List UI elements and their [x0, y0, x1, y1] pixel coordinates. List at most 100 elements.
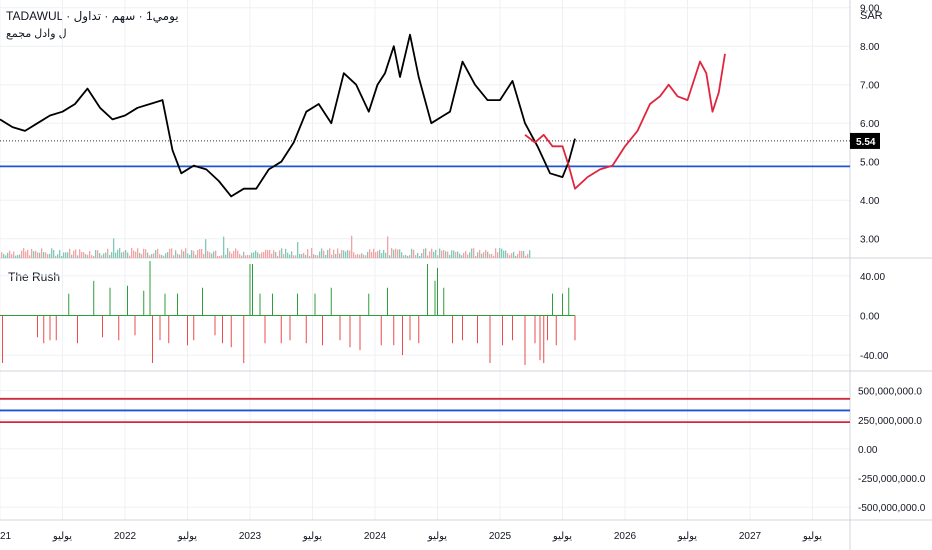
volume-bar — [81, 252, 83, 258]
volume-bar — [129, 255, 131, 258]
volume-bar — [139, 252, 141, 258]
volume-bar — [97, 250, 99, 258]
volume-bar — [87, 254, 89, 258]
volume-bar — [57, 254, 59, 258]
volume-bar — [329, 248, 331, 258]
volume-bar — [287, 252, 289, 258]
volume-bar — [237, 250, 239, 258]
time-axis-tick-label: 2027 — [739, 531, 762, 542]
volume-bar — [141, 254, 143, 258]
flow-pane[interactable] — [0, 397, 850, 424]
volume-bar — [227, 248, 229, 258]
volume-bar — [181, 249, 183, 258]
rush-pane[interactable] — [0, 260, 576, 366]
volume-bar — [279, 250, 281, 258]
volume-bar — [491, 253, 493, 258]
volume-bar — [205, 239, 207, 258]
volume-bar — [93, 255, 95, 258]
volume-bar — [525, 255, 527, 258]
volume-bar — [361, 253, 363, 258]
volume-bar — [471, 248, 473, 258]
volume-bar — [347, 249, 349, 258]
volume-bar — [435, 249, 437, 258]
volume-bar — [465, 251, 467, 258]
time-axis-tick-label: 2022 — [114, 531, 137, 542]
volume-bar — [263, 252, 265, 258]
price-series-line[interactable] — [0, 33, 576, 198]
volume-bar — [39, 252, 41, 258]
volume-bar — [199, 249, 201, 258]
time-axis-tick-label: 2025 — [489, 531, 512, 542]
volume-bar — [473, 248, 475, 258]
volume-bar — [185, 248, 187, 258]
volume-bar — [191, 250, 193, 258]
volume-bar — [177, 253, 179, 258]
price-axis-tick-label: 6.00 — [860, 119, 880, 130]
indicator-sub-legend[interactable]: ل وادل مجمع — [6, 28, 67, 40]
volume-bar — [131, 248, 133, 258]
currency-label[interactable]: SAR — [860, 10, 883, 22]
time-axis-tick-label: يوليو — [677, 531, 697, 542]
volume-bar — [23, 248, 25, 258]
volume-bar — [399, 249, 401, 258]
volume-bar — [343, 250, 345, 258]
rush-indicator-label[interactable]: The Rush — [8, 270, 61, 284]
volume-bar — [421, 253, 423, 258]
volume-bar — [445, 251, 447, 258]
volume-bar — [113, 238, 115, 258]
volume-bar — [447, 251, 449, 258]
projection-series-line[interactable] — [524, 53, 726, 190]
volume-bar — [427, 255, 429, 258]
volume-bar — [3, 254, 5, 258]
price-axis-tick-label: 9.00 — [860, 4, 880, 15]
price-pane[interactable]: 5.54 — [0, 33, 880, 198]
volume-bar — [149, 255, 151, 258]
volume-bar — [339, 253, 341, 258]
volume-bar — [481, 253, 483, 258]
volume-bar — [257, 252, 259, 258]
volume-bar — [65, 252, 67, 258]
volume-bar — [393, 249, 395, 258]
volume-bar — [51, 248, 53, 258]
volume-bar — [477, 252, 479, 258]
volume-bar — [325, 254, 327, 258]
volume-bar — [183, 251, 185, 258]
volume-bar — [107, 248, 109, 258]
volume-bar — [299, 254, 301, 258]
volume-bar — [273, 250, 275, 258]
volume-bar — [261, 252, 263, 258]
volume-bar — [105, 252, 107, 258]
volume-bar — [171, 248, 173, 258]
volume-bar — [5, 255, 7, 258]
volume-bar — [475, 255, 477, 258]
volume-bar — [189, 255, 191, 258]
volume-bar — [43, 252, 45, 258]
volume-bar — [1, 252, 3, 258]
volume-bar — [245, 255, 247, 258]
volume-bar — [365, 255, 367, 258]
symbol-legend[interactable]: TADAWUL · يومي1 · سهم · تداول — [6, 9, 179, 23]
volume-bar — [99, 253, 101, 258]
volume-bar — [523, 250, 525, 258]
volume-bar — [285, 248, 287, 258]
volume-bar — [19, 254, 21, 258]
volume-bar — [251, 252, 253, 258]
volume-bar — [29, 255, 31, 258]
price-axis-tick-label: 4.00 — [860, 196, 880, 207]
volume-bar — [407, 255, 409, 258]
volume-bar — [345, 251, 347, 258]
volume-bar — [121, 252, 123, 258]
volume-bar — [511, 253, 513, 258]
volume-bar — [507, 253, 509, 258]
volume-bar — [45, 252, 47, 258]
time-axis-tick-label: يوليو — [552, 531, 572, 542]
volume-bar — [353, 252, 355, 258]
volume-bar — [397, 249, 399, 258]
time-axis-tick-label: يوليو — [302, 531, 322, 542]
volume-bar — [91, 255, 93, 258]
volume-bar — [311, 248, 313, 258]
volume-bar — [313, 254, 315, 258]
last-price-tag[interactable]: 5.54 — [850, 132, 880, 149]
volume-bar — [425, 248, 427, 258]
